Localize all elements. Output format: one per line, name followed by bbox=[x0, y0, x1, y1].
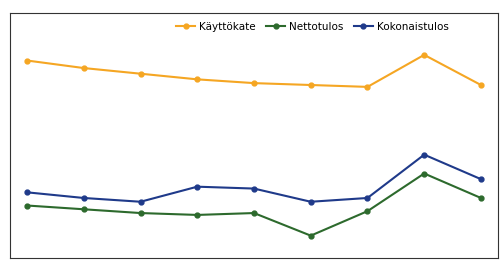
Nettotulos bbox=[81, 208, 87, 211]
Nettotulos bbox=[308, 234, 314, 237]
Line: Kokonaistulos: Kokonaistulos bbox=[25, 152, 483, 204]
Käyttökate bbox=[81, 66, 87, 70]
Nettotulos bbox=[137, 211, 143, 215]
Kokonaistulos bbox=[251, 187, 257, 190]
Käyttökate bbox=[251, 82, 257, 85]
Kokonaistulos bbox=[478, 178, 484, 181]
Käyttökate bbox=[194, 78, 200, 81]
Kokonaistulos bbox=[24, 191, 30, 194]
Käyttökate bbox=[137, 72, 143, 75]
Nettotulos bbox=[421, 172, 427, 175]
Line: Käyttökate: Käyttökate bbox=[25, 52, 483, 89]
Käyttökate bbox=[24, 59, 30, 62]
Käyttökate bbox=[478, 83, 484, 87]
Kokonaistulos bbox=[421, 153, 427, 156]
Line: Nettotulos: Nettotulos bbox=[25, 171, 483, 238]
Nettotulos bbox=[365, 210, 371, 213]
Nettotulos bbox=[24, 204, 30, 207]
Nettotulos bbox=[251, 211, 257, 215]
Käyttökate bbox=[308, 83, 314, 87]
Kokonaistulos bbox=[194, 185, 200, 188]
Kokonaistulos bbox=[308, 200, 314, 203]
Kokonaistulos bbox=[365, 196, 371, 200]
Kokonaistulos bbox=[81, 196, 87, 200]
Käyttökate bbox=[421, 53, 427, 56]
Kokonaistulos bbox=[137, 200, 143, 203]
Käyttökate bbox=[365, 85, 371, 89]
Nettotulos bbox=[194, 213, 200, 217]
Nettotulos bbox=[478, 196, 484, 200]
Legend: Käyttökate, Nettotulos, Kokonaistulos: Käyttökate, Nettotulos, Kokonaistulos bbox=[173, 19, 452, 35]
